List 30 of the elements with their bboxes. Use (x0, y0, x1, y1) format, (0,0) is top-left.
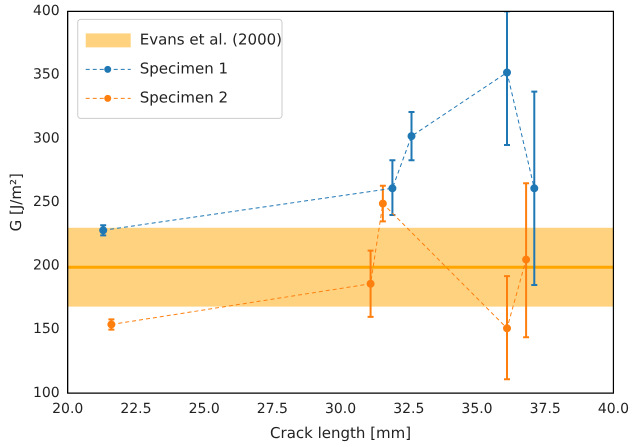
y-tick-label: 100 (32, 384, 60, 401)
y-tick-label: 150 (32, 321, 60, 338)
y-tick-label: 400 (32, 3, 60, 20)
legend-label: Specimen 1 (140, 59, 228, 78)
point (378, 200, 387, 208)
x-tick-label: 37.5 (530, 401, 561, 418)
point (522, 256, 530, 264)
legend-label: Specimen 2 (140, 88, 228, 106)
y-tick-label: 350 (32, 66, 60, 83)
point (408, 132, 416, 140)
y-tick-label: 300 (32, 130, 60, 146)
x-tick-label: 20.0 (52, 401, 84, 418)
x-tick-label: 25.0 (188, 401, 220, 418)
x-tick-label: 35.0 (461, 401, 493, 418)
point (107, 320, 116, 328)
x-tick-label: 22.5 (120, 401, 152, 418)
point (503, 324, 512, 332)
point (503, 68, 512, 76)
y-tick-label: 200 (32, 258, 60, 274)
point (388, 184, 396, 192)
legend-label: Evans et al. (2000) (140, 30, 282, 48)
x-tick-label: 30.0 (324, 401, 356, 418)
x-tick-label: 32.5 (393, 401, 424, 418)
point (366, 280, 375, 288)
x-tick-label: 27.5 (256, 401, 288, 418)
x-tick-label: 40.0 (598, 401, 629, 418)
x-axis-title: Crack length [mm] (270, 424, 412, 442)
y-axis-title: G [J/m²] (6, 173, 25, 232)
point (530, 184, 538, 192)
y-tick-label: 250 (32, 194, 60, 210)
